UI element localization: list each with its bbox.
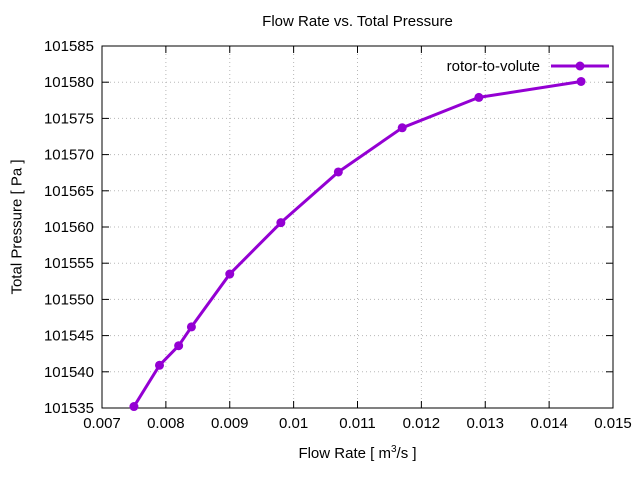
x-tick-label: 0.013 (466, 415, 504, 432)
y-tick-label: 101580 (44, 74, 94, 91)
y-axis-label: Total Pressure [ Pa ] (8, 159, 26, 295)
x-axis-label-prefix: Flow Rate [ m (298, 445, 391, 462)
x-tick-label: 0.01 (279, 415, 308, 432)
y-tick-label: 101575 (44, 110, 94, 127)
x-tick-label: 0.009 (211, 415, 249, 432)
y-tick-label: 101585 (44, 38, 94, 55)
y-tick-label: 101565 (44, 183, 94, 200)
data-point (397, 123, 407, 133)
x-axis-label-suffix: /s ] (396, 445, 417, 462)
data-point (154, 360, 164, 370)
legend-marker-sample (575, 61, 585, 71)
data-point (333, 167, 343, 177)
x-tick-label: 0.015 (594, 415, 632, 432)
y-tick-label: 101545 (44, 328, 94, 345)
legend-series-label: rotor-to-volute (446, 58, 540, 75)
y-tick-label: 101540 (44, 364, 94, 381)
data-point (474, 92, 484, 102)
x-axis-label-superscript: 3 (390, 444, 397, 455)
series-line (132, 79, 583, 409)
y-tick-label: 101560 (44, 219, 94, 236)
data-point (576, 76, 586, 86)
y-tick-label: 101535 (44, 400, 94, 417)
data-point (174, 341, 184, 351)
chart-title: Flow Rate vs. Total Pressure (262, 13, 453, 30)
y-tick-label: 101550 (44, 291, 94, 308)
x-axis-label: Flow Rate [ m3/s ] (102, 444, 613, 462)
data-point (129, 402, 139, 412)
x-tick-label: 0.011 (339, 415, 375, 432)
x-tick-label: 0.008 (147, 415, 185, 432)
x-tick-label: 0.012 (403, 415, 441, 432)
x-tick-label: 0.014 (530, 415, 568, 432)
data-point (276, 218, 286, 228)
data-point (225, 269, 235, 279)
data-point (186, 322, 196, 332)
y-tick-label: 101570 (44, 147, 94, 164)
y-tick-label: 101555 (44, 255, 94, 272)
x-tick-label: 0.007 (83, 415, 121, 432)
